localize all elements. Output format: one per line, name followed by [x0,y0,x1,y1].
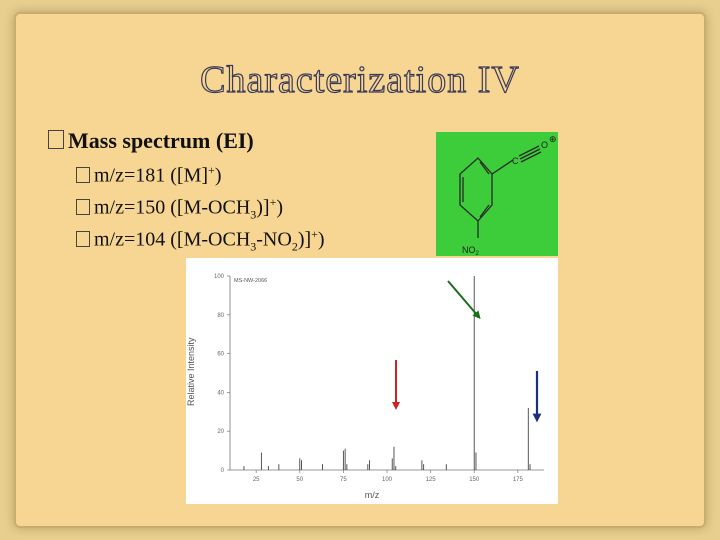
carbon-label: C [512,156,519,166]
formula-text: -NO [256,228,292,251]
nitro-subscript: 2 [476,251,480,256]
sub-bullet-3-text: m/z=104 ([M-OCH [94,228,251,251]
ring-double-bond-3 [479,204,490,218]
x-tick-label: 25 [253,477,260,483]
main-bullet-text: Mass spectrum (EI) [68,128,254,153]
oxygen-label: O [541,140,548,150]
bullet-box-icon [48,130,64,149]
x-tick-label: 175 [513,477,524,483]
x-tick-label: 125 [426,477,437,483]
closing-paren: ) [214,164,222,187]
superscript: + [311,227,318,241]
y-tick-label: 40 [217,390,224,396]
sub-bullet-1-text: m/z=181 ([M] [94,164,209,187]
nitro-text: NO [462,245,476,255]
mass-spectrum-svg: 0 20 40 60 80 100 25 50 75 100 125 150 175 MS-NW-206… [186,274,544,500]
green-arrow [447,280,481,320]
bullet-box-icon [76,198,90,215]
bracket-text: )] [297,228,312,251]
triple-bond-1 [518,145,540,157]
y-tick-label: 80 [217,313,224,319]
x-tick-label: 100 [382,477,393,483]
mass-spectrum-chart: 0 20 40 60 80 100 25 50 75 100 125 150 175 MS-NW-206… [186,258,558,504]
slide-title: Characterization IV [200,58,520,101]
sub-bullet-2: m/z=150 ([M-OCH3)]+) [76,195,283,223]
triple-bond-3 [520,151,542,163]
x-axis-label: m/z [365,490,380,500]
subscript: 2 [291,239,298,254]
y-tick-label: 100 [214,274,225,280]
y-axis-label: Relative Intensity [186,337,196,406]
nitro-label: NO2 [462,245,480,256]
triple-bond-2 [519,148,541,160]
closing-paren: ) [276,196,284,219]
sub-bullet-2-text: m/z=150 ([M-OCH [94,196,251,219]
y-tick-label: 60 [217,352,224,358]
closing-paren: ) [317,228,325,251]
ring-double-bond-2 [479,161,490,175]
y-tick-label: 0 [221,468,225,474]
charge-icon: ⊕ [549,135,557,145]
x-tick-label: 150 [469,477,480,483]
main-bullet: Mass spectrum (EI) [48,128,254,154]
subscript: 3 [250,239,257,254]
spectrum-legend: MS-NW-2066 [234,278,267,284]
sub-bullet-3: m/z=104 ([M-OCH3-NO2)]+) [76,227,325,255]
molecule-svg: C O ⊕ NO2 [459,135,557,257]
superscript: + [208,163,215,177]
molecule-structure: C O ⊕ NO2 [436,132,558,257]
x-tick-label: 75 [340,477,347,483]
bullet-box-icon [76,230,90,247]
superscript: + [269,195,277,209]
bullet-box-icon [76,166,90,183]
x-tick-label: 50 [296,477,303,483]
sub-bullet-1: m/z=181 ([M]+) [76,163,222,188]
ring-to-carbon-bond [491,159,514,175]
benzene-ring [459,157,493,222]
bracket-text: )] [256,196,270,219]
subscript: 3 [250,207,257,222]
y-tick-label: 20 [217,429,224,435]
